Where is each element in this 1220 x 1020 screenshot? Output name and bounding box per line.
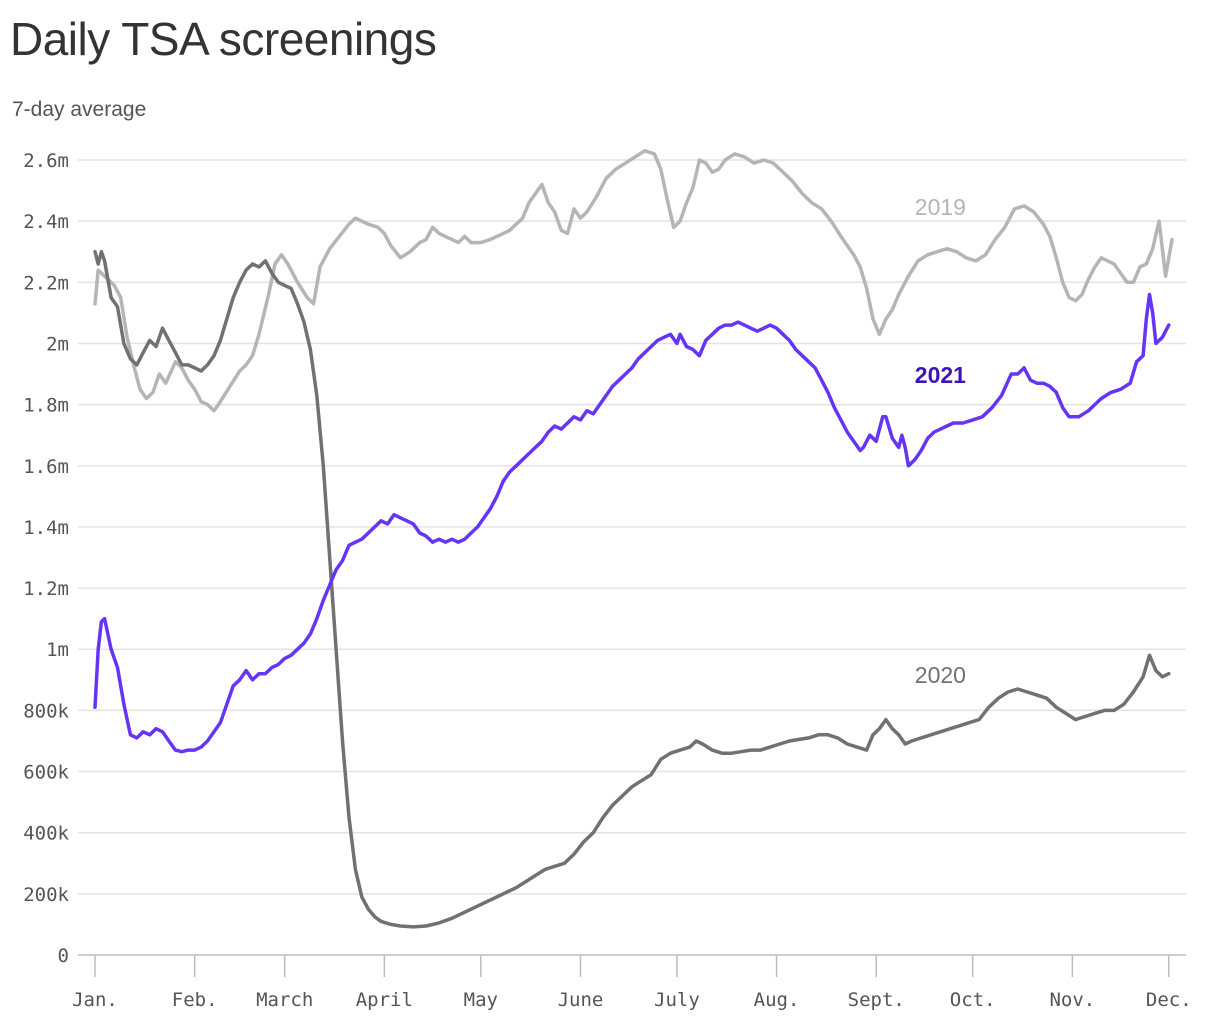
x-tick-label: Aug. (754, 989, 800, 1011)
x-tick-label: Oct. (950, 989, 996, 1011)
y-tick-label: 600k (23, 762, 69, 784)
series-lines (93, 149, 1174, 929)
y-tick-label: 2.6m (23, 150, 69, 172)
x-tick-label: April (356, 989, 413, 1011)
y-tick-label: 2m (46, 333, 69, 355)
x-tick-label: Nov. (1049, 989, 1095, 1011)
y-tick-label: 2.2m (23, 272, 69, 294)
y-tick-label: 2.4m (23, 211, 69, 233)
y-axis: 0 200k 400k 600k 800k 1m 1.2m 1.4m 1.6m 1.8m 2m 2.2… (23, 150, 69, 967)
y-tick-label: 1.4m (23, 517, 69, 539)
x-tick-label: Feb. (172, 989, 218, 1011)
series-label-2021: 2021 (915, 362, 966, 388)
x-tick-label: June (558, 989, 604, 1011)
chart-subtitle: 7-day average (12, 98, 147, 121)
series-label-2020: 2020 (915, 662, 966, 688)
x-tick-label: Sept. (848, 989, 905, 1011)
x-tick-label: Jan. (72, 989, 118, 1011)
x-tick-label: March (256, 989, 313, 1011)
series-labels: 2019 2020 2021 (915, 194, 966, 688)
series-line-2021 (93, 292, 1171, 754)
x-axis: Jan. Feb. March April May June July Aug. Sept. Oc… (72, 955, 1192, 1011)
y-tick-label: 1.6m (23, 456, 69, 478)
series-label-2019: 2019 (915, 194, 966, 220)
chart-title: Daily TSA screenings (10, 13, 437, 65)
y-tick-label: 1m (46, 639, 69, 661)
x-tick-label: Dec. (1146, 989, 1192, 1011)
y-tick-label: 0 (58, 945, 69, 967)
y-tick-label: 200k (23, 884, 69, 906)
x-tick-label: May (464, 989, 498, 1011)
y-tick-label: 400k (23, 823, 69, 845)
series-line-2019 (93, 149, 1174, 413)
series-line-2020 (93, 249, 1171, 929)
x-tick-label: July (654, 989, 700, 1011)
y-tick-label: 800k (23, 700, 69, 722)
gridlines (78, 159, 1186, 956)
y-tick-label: 1.2m (23, 578, 69, 600)
y-tick-label: 1.8m (23, 395, 69, 417)
